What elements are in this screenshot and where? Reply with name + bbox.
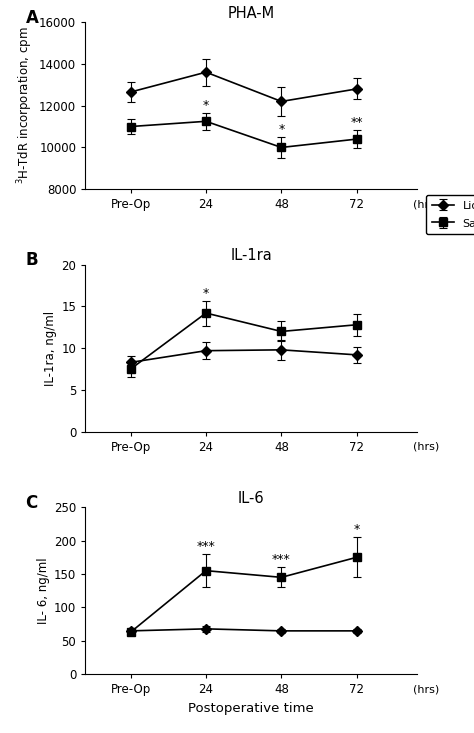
Text: *: * (203, 287, 209, 300)
Text: (hrs): (hrs) (413, 685, 439, 694)
Text: C: C (26, 494, 38, 512)
Y-axis label: $^3$H-TdR incorporation, cpm: $^3$H-TdR incorporation, cpm (15, 27, 35, 185)
Legend: Lidoc+PCEA, Sal+PCEA: Lidoc+PCEA, Sal+PCEA (426, 195, 474, 234)
Text: A: A (26, 9, 38, 26)
X-axis label: Postoperative time: Postoperative time (188, 702, 314, 715)
Text: *: * (278, 123, 284, 136)
Text: (hrs): (hrs) (413, 442, 439, 452)
Text: (hrs): (hrs) (413, 199, 439, 210)
Text: *: * (354, 523, 360, 536)
Title: PHA-M: PHA-M (228, 6, 275, 21)
Text: ***: *** (197, 539, 215, 553)
Y-axis label: IL-1ra, ng/ml: IL-1ra, ng/ml (44, 311, 57, 386)
Text: *: * (203, 99, 209, 112)
Text: ***: *** (272, 553, 291, 566)
Text: B: B (26, 251, 38, 269)
Title: IL-1ra: IL-1ra (230, 248, 272, 263)
Y-axis label: IL- 6, ng/ml: IL- 6, ng/ml (37, 557, 50, 624)
Text: **: ** (351, 116, 363, 128)
Title: IL-6: IL-6 (238, 491, 264, 506)
